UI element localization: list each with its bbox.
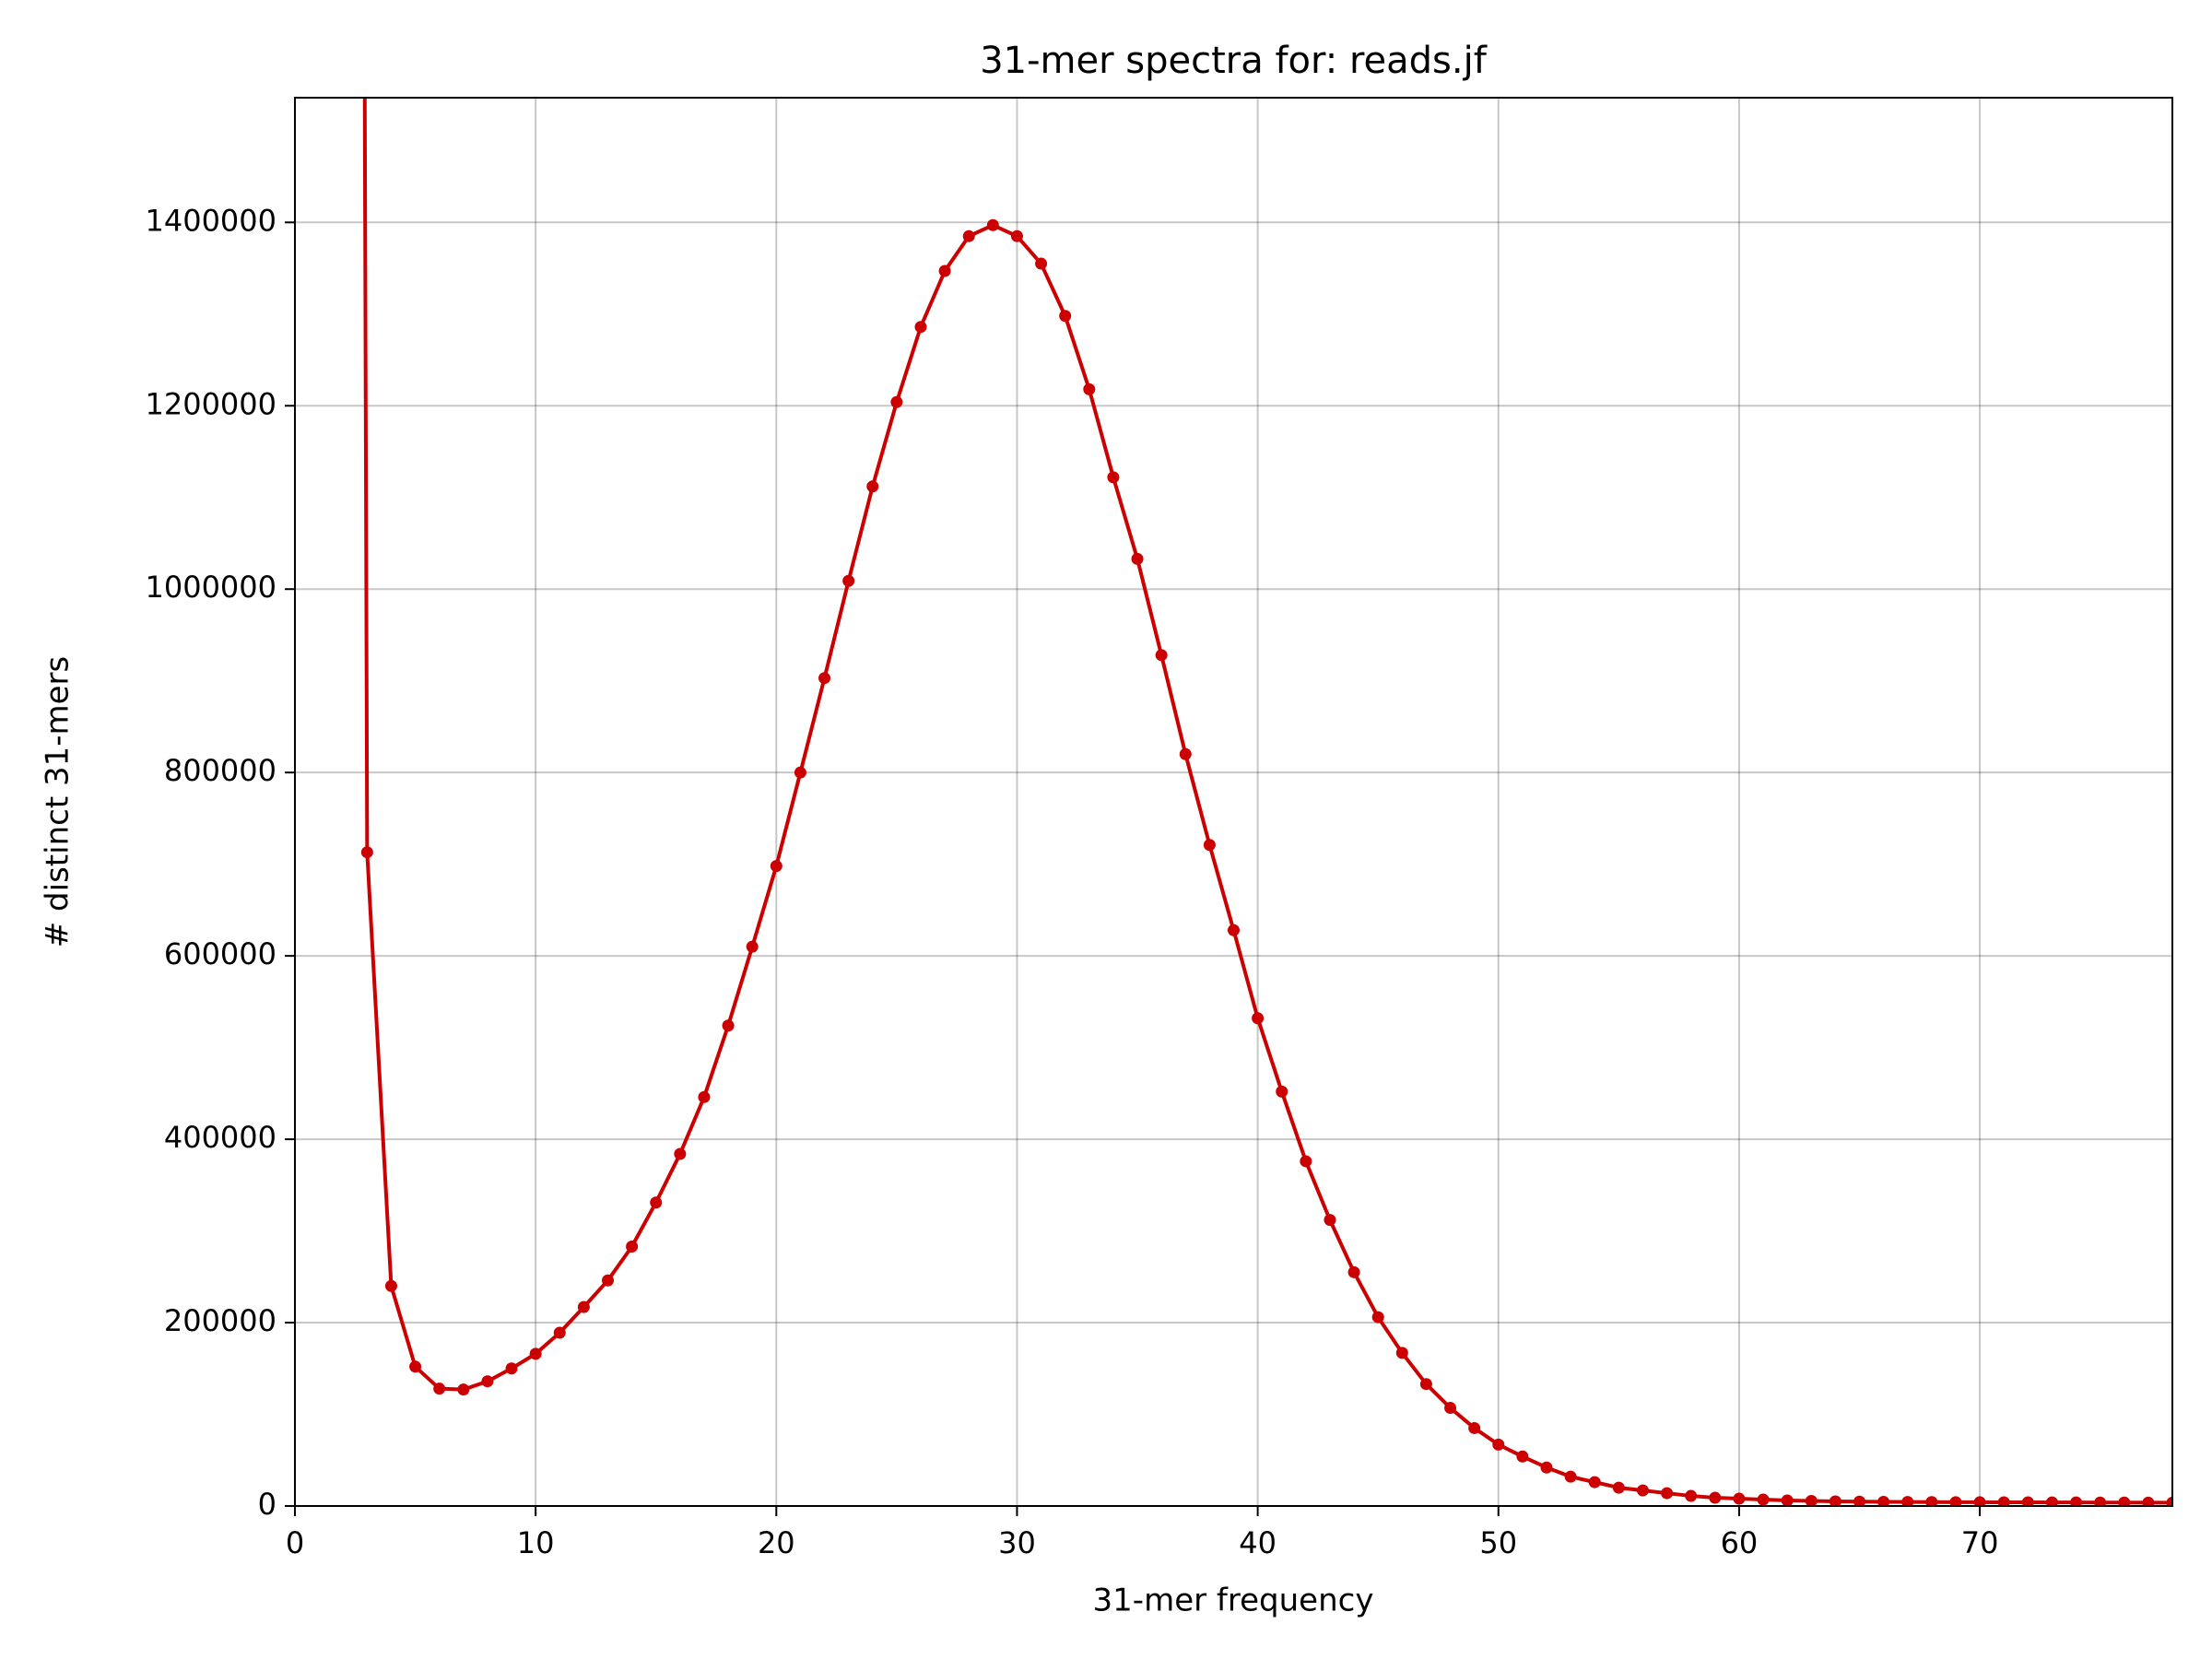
data-point (2021, 1496, 2034, 1506)
data-point (1468, 1421, 1481, 1434)
data-point (698, 1090, 711, 1103)
y-tick-label: 0 (258, 1487, 276, 1522)
data-point (1300, 1155, 1312, 1168)
data-point (1516, 1450, 1529, 1463)
data-point (1661, 1487, 1674, 1500)
data-point (1781, 1494, 1794, 1506)
data-point (2070, 1496, 2083, 1506)
data-point (602, 1274, 614, 1287)
data-point (1949, 1496, 1962, 1506)
data-point (1035, 257, 1048, 270)
data-point (1107, 471, 1120, 484)
data-point (1203, 839, 1216, 852)
data-point (529, 1347, 542, 1360)
data-point (384, 1279, 397, 1292)
data-point (1252, 1012, 1265, 1025)
data-point (1179, 747, 1192, 760)
data-point (2142, 1496, 2155, 1506)
data-point (746, 940, 759, 953)
data-point (1395, 1347, 1408, 1359)
x-tick-label: 30 (998, 1525, 1036, 1560)
x-tick-label: 20 (758, 1525, 795, 1560)
data-point (1444, 1402, 1457, 1415)
data-point (457, 1383, 470, 1396)
data-point (1228, 924, 1240, 936)
y-tick-label: 600000 (164, 936, 276, 971)
data-point (914, 321, 927, 334)
data-point (1564, 1470, 1577, 1483)
data-point (409, 1360, 422, 1373)
data-point (722, 1019, 735, 1032)
data-point (1347, 1265, 1360, 1278)
data-point (1853, 1495, 1865, 1506)
data-point (1588, 1476, 1601, 1488)
data-point (2166, 1496, 2172, 1506)
x-tick-label: 40 (1239, 1525, 1277, 1560)
data-point (1276, 1085, 1288, 1098)
data-point (1901, 1496, 1914, 1506)
data-point (1492, 1438, 1505, 1451)
data-point (1925, 1496, 1938, 1506)
data-point (818, 672, 831, 685)
data-point (1540, 1461, 1553, 1474)
data-point (1419, 1378, 1432, 1391)
data-point (770, 860, 782, 873)
data-point (866, 480, 879, 493)
plot-area (360, 98, 2172, 1506)
y-tick-label: 1000000 (145, 570, 276, 605)
data-point (890, 395, 903, 408)
data-point (1131, 552, 1144, 565)
x-tick-label: 10 (517, 1525, 555, 1560)
y-tick-label: 200000 (164, 1303, 276, 1338)
data-point (938, 265, 951, 277)
x-axis-label: 31-mer frequency (1093, 1583, 1374, 1619)
data-point (1709, 1491, 1722, 1504)
data-point (1829, 1495, 1841, 1506)
data-point (1877, 1496, 1890, 1506)
data-point (2094, 1496, 2107, 1506)
data-point (553, 1326, 566, 1339)
data-point (842, 574, 855, 587)
data-point (1733, 1492, 1746, 1505)
data-point (1636, 1484, 1649, 1497)
data-point (794, 766, 806, 779)
data-point (1083, 382, 1096, 395)
x-tick-label: 50 (1479, 1525, 1517, 1560)
data-point (986, 218, 999, 231)
data-point (433, 1382, 446, 1395)
plot-frame (294, 97, 2173, 1507)
data-point (1059, 310, 1072, 323)
data-point (1371, 1311, 1384, 1324)
y-tick-label: 1400000 (145, 203, 276, 238)
data-point (962, 229, 975, 242)
data-point (1997, 1496, 2010, 1506)
x-tick-label: 60 (1721, 1525, 1759, 1560)
data-point (626, 1240, 639, 1253)
y-tick-label: 1200000 (145, 386, 276, 421)
data-point (650, 1196, 663, 1209)
data-point (1757, 1493, 1770, 1506)
data-point (2045, 1496, 2058, 1506)
chart-title: 31-mer spectra for: reads.jf (980, 40, 1487, 82)
data-point (505, 1362, 518, 1375)
data-point (2118, 1496, 2131, 1506)
data-point (1155, 649, 1168, 662)
x-tick-label: 70 (1961, 1525, 1999, 1560)
data-point (674, 1147, 687, 1160)
y-axis-label: # distinct 31-mers (40, 656, 76, 947)
data-point (1973, 1496, 1986, 1506)
data-point (1612, 1481, 1625, 1494)
data-point (577, 1300, 590, 1313)
data-point (481, 1375, 494, 1388)
data-point (1010, 229, 1023, 242)
x-tick-label: 0 (286, 1525, 304, 1560)
data-point (360, 846, 373, 859)
y-tick-label: 800000 (164, 753, 276, 788)
y-tick-label: 400000 (164, 1120, 276, 1155)
data-point (1805, 1495, 1818, 1506)
data-point (1324, 1214, 1336, 1227)
data-point (1685, 1489, 1698, 1502)
